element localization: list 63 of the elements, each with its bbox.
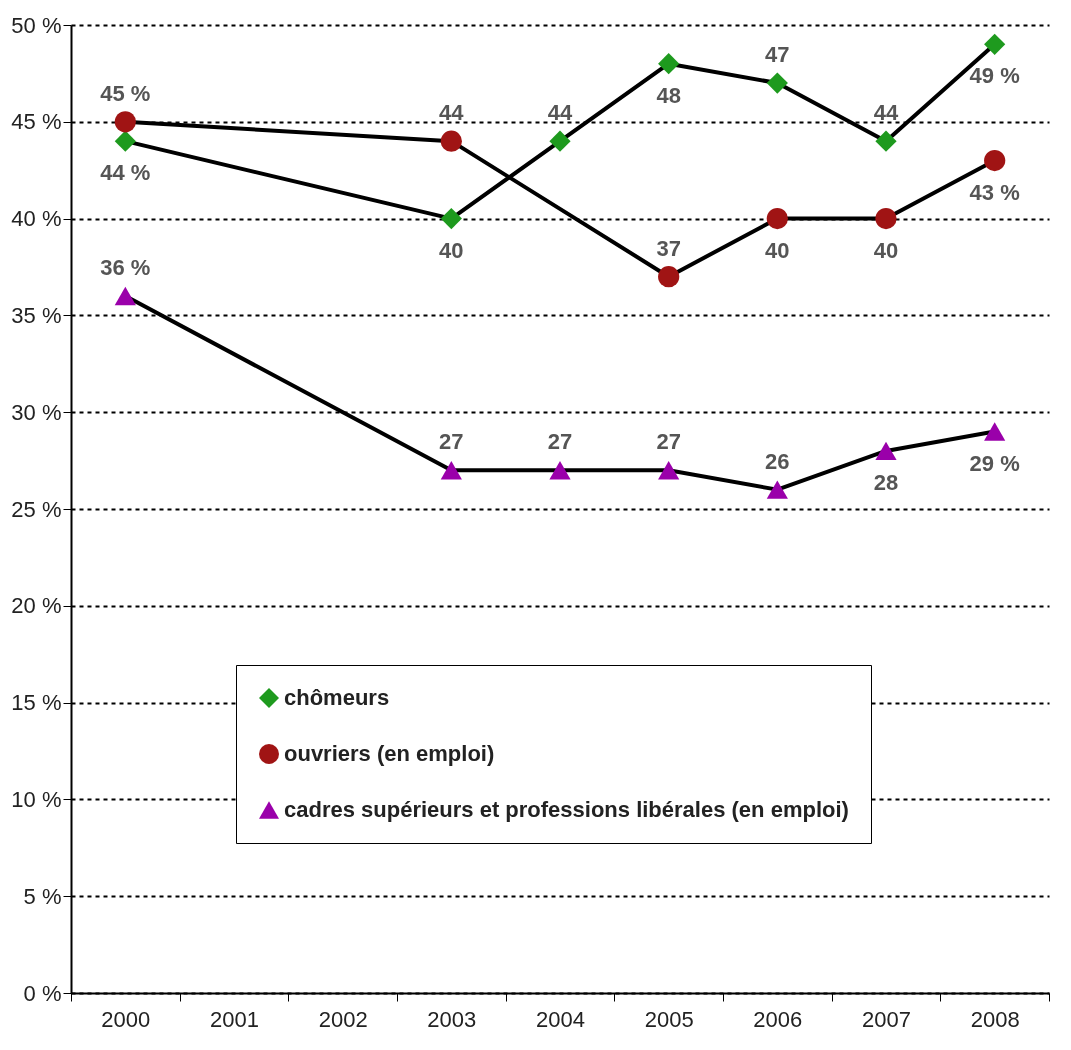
data-label: 27 [656, 429, 681, 455]
data-label: 40 [439, 237, 464, 263]
x-tick-label: 2006 [753, 1006, 803, 1032]
point [549, 130, 571, 152]
y-tick-label: 20 % [11, 593, 62, 619]
point [549, 461, 571, 480]
data-label: 44 [873, 100, 899, 126]
x-tick-label: 2003 [427, 1006, 477, 1032]
data-label: 43 % [969, 179, 1020, 205]
data-label: 49 % [969, 63, 1020, 89]
point [875, 130, 897, 152]
point [766, 72, 788, 94]
data-label: 36 % [100, 255, 151, 281]
point [440, 130, 462, 152]
x-tick-label: 2004 [536, 1006, 585, 1032]
data-label: 29 % [969, 450, 1020, 476]
data-label: 27 [547, 429, 573, 455]
y-tick-label: 10 % [11, 786, 62, 812]
point [440, 207, 462, 230]
data-label: 44 [439, 100, 465, 126]
y-tick-label: 30 % [11, 399, 62, 425]
point [984, 422, 1006, 441]
legend-label: chômeurs [284, 685, 390, 710]
x-tick-label: 2007 [862, 1006, 911, 1032]
y-tick-label: 0 % [23, 980, 62, 1006]
y-tick-label: 45 % [11, 109, 62, 135]
data-label: 48 [656, 82, 681, 108]
x-tick-label: 2008 [970, 1006, 1020, 1032]
point [114, 130, 136, 152]
x-tick-label: 2005 [644, 1006, 694, 1032]
data-label: 28 [873, 469, 899, 495]
data-label: 44 [547, 100, 573, 126]
x-tick-label: 2000 [101, 1006, 151, 1032]
point [658, 266, 680, 288]
point [984, 149, 1006, 172]
point [114, 111, 136, 133]
y-tick-label: 35 % [11, 302, 62, 328]
point [658, 461, 680, 480]
data-label: 37 [656, 235, 681, 261]
y-tick-label: 40 % [11, 206, 62, 232]
data-label: 27 [439, 429, 464, 455]
point [766, 480, 788, 499]
y-tick-label: 25 % [11, 496, 62, 522]
y-tick-label: 5 % [23, 883, 62, 909]
data-label: 40 [765, 237, 790, 263]
point [875, 441, 897, 461]
y-tick-label: 50 % [11, 12, 62, 38]
data-label: 26 [765, 448, 790, 474]
data-label: 44 % [100, 160, 151, 186]
point [766, 208, 788, 230]
point [114, 286, 136, 306]
point [440, 461, 462, 480]
legend-label: cadres supérieurs et professions libérales (en emploi) [284, 797, 849, 822]
data-label: 40 [873, 237, 899, 263]
x-tick-label: 2002 [318, 1006, 368, 1032]
data-label: 47 [765, 42, 790, 68]
y-tick-label: 15 % [11, 690, 62, 716]
x-tick-label: 2001 [210, 1006, 259, 1032]
legend-label: ouvriers (en emploi) [284, 741, 495, 766]
data-label: 45 % [100, 80, 151, 106]
point [658, 53, 680, 75]
point [984, 33, 1006, 55]
point [875, 208, 897, 230]
